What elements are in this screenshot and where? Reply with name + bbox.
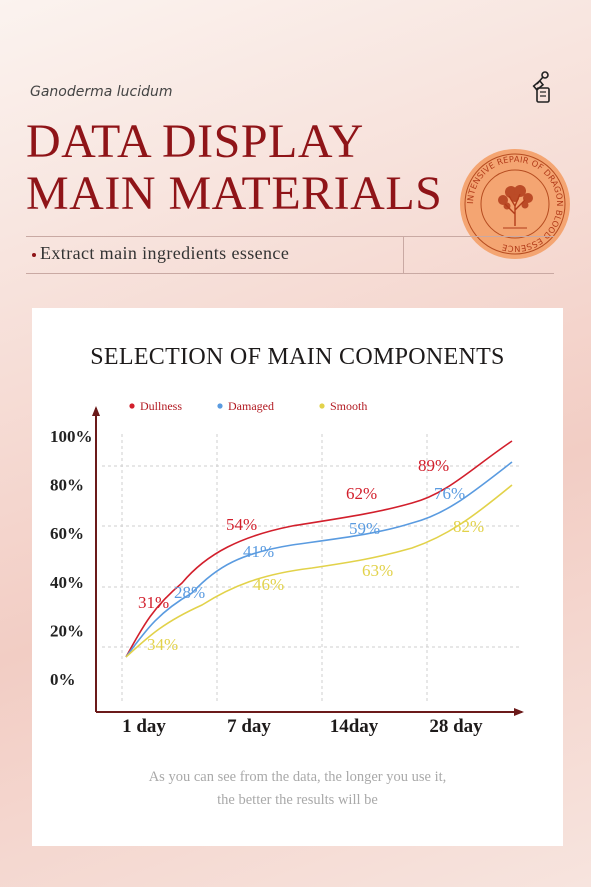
- chart-caption: As you can see from the data, the longer…: [32, 766, 563, 812]
- tree-icon: [503, 193, 527, 229]
- bullet-dot: [32, 253, 36, 257]
- legend-dot-smooth: [319, 403, 325, 409]
- series-line-smooth: [125, 484, 513, 658]
- legend-dot-damaged: [217, 403, 223, 409]
- data-label-damaged: 41%: [243, 542, 274, 561]
- data-label-smooth: 82%: [453, 517, 484, 536]
- tagline-bar: Extract main ingredients essence: [26, 236, 554, 274]
- data-label-smooth: 46%: [253, 575, 284, 594]
- y-axis-arrow: [92, 406, 100, 416]
- x-tick-label: 28 day: [429, 716, 483, 737]
- y-tick-label: 40%: [50, 573, 84, 592]
- page-headline: DATA DISPLAY MAIN MATERIALS: [26, 116, 442, 220]
- headline-line-1: DATA DISPLAY: [26, 115, 364, 168]
- dragon-blood-seal: INTENSIVE REPAIR OF DRAGON BLOOD ESSENCE: [460, 149, 570, 259]
- y-tick-label: 100%: [50, 427, 93, 446]
- chart-title: SELECTION OF MAIN COMPONENTS: [90, 344, 505, 370]
- chart-card: SELECTION OF MAIN COMPONENTS 100% 80% 60% 4…: [32, 308, 563, 846]
- data-label-dullness: 89%: [418, 456, 449, 475]
- series-line-dullness: [125, 440, 513, 658]
- legend-label-smooth: Smooth: [330, 399, 367, 413]
- x-axis-arrow: [514, 708, 524, 716]
- legend-label-dullness: Dullness: [140, 399, 182, 413]
- caption-line-1: As you can see from the data, the longer…: [148, 769, 447, 785]
- x-tick-label: 7 day: [227, 716, 271, 737]
- y-tick-label: 60%: [50, 524, 84, 543]
- data-label-dullness: 54%: [226, 515, 257, 534]
- y-tick-label: 20%: [50, 621, 84, 640]
- line-chart: 100% 80% 60% 40% 20% 0% 1 day 7 day 14day 28 day D…: [50, 399, 524, 737]
- data-label-smooth: 63%: [362, 561, 393, 580]
- data-label-damaged: 76%: [434, 484, 465, 503]
- y-tick-label: 0%: [50, 670, 76, 689]
- legend-label-damaged: Damaged: [228, 399, 274, 413]
- data-label-damaged: 28%: [174, 583, 205, 602]
- tagline-divider: [403, 237, 404, 273]
- legend-dot-dullness: [129, 403, 135, 409]
- data-label-damaged: 59%: [349, 519, 380, 538]
- data-label-dullness: 62%: [346, 484, 377, 503]
- tagline-text: Extract main ingredients essence: [40, 243, 290, 263]
- x-tick-label: 14day: [330, 716, 379, 737]
- data-label-smooth: 34%: [147, 635, 178, 654]
- product-subtitle: Ganoderma lucidum: [30, 84, 173, 100]
- series-line-damaged: [125, 461, 513, 658]
- caption-line-2: the better the results will be: [217, 792, 378, 808]
- dropper-bottle-icon: [532, 71, 550, 103]
- data-label-dullness: 31%: [138, 593, 169, 612]
- y-tick-label: 80%: [50, 476, 84, 495]
- x-tick-label: 1 day: [122, 716, 166, 737]
- headline-line-2: MAIN MATERIALS: [26, 167, 443, 220]
